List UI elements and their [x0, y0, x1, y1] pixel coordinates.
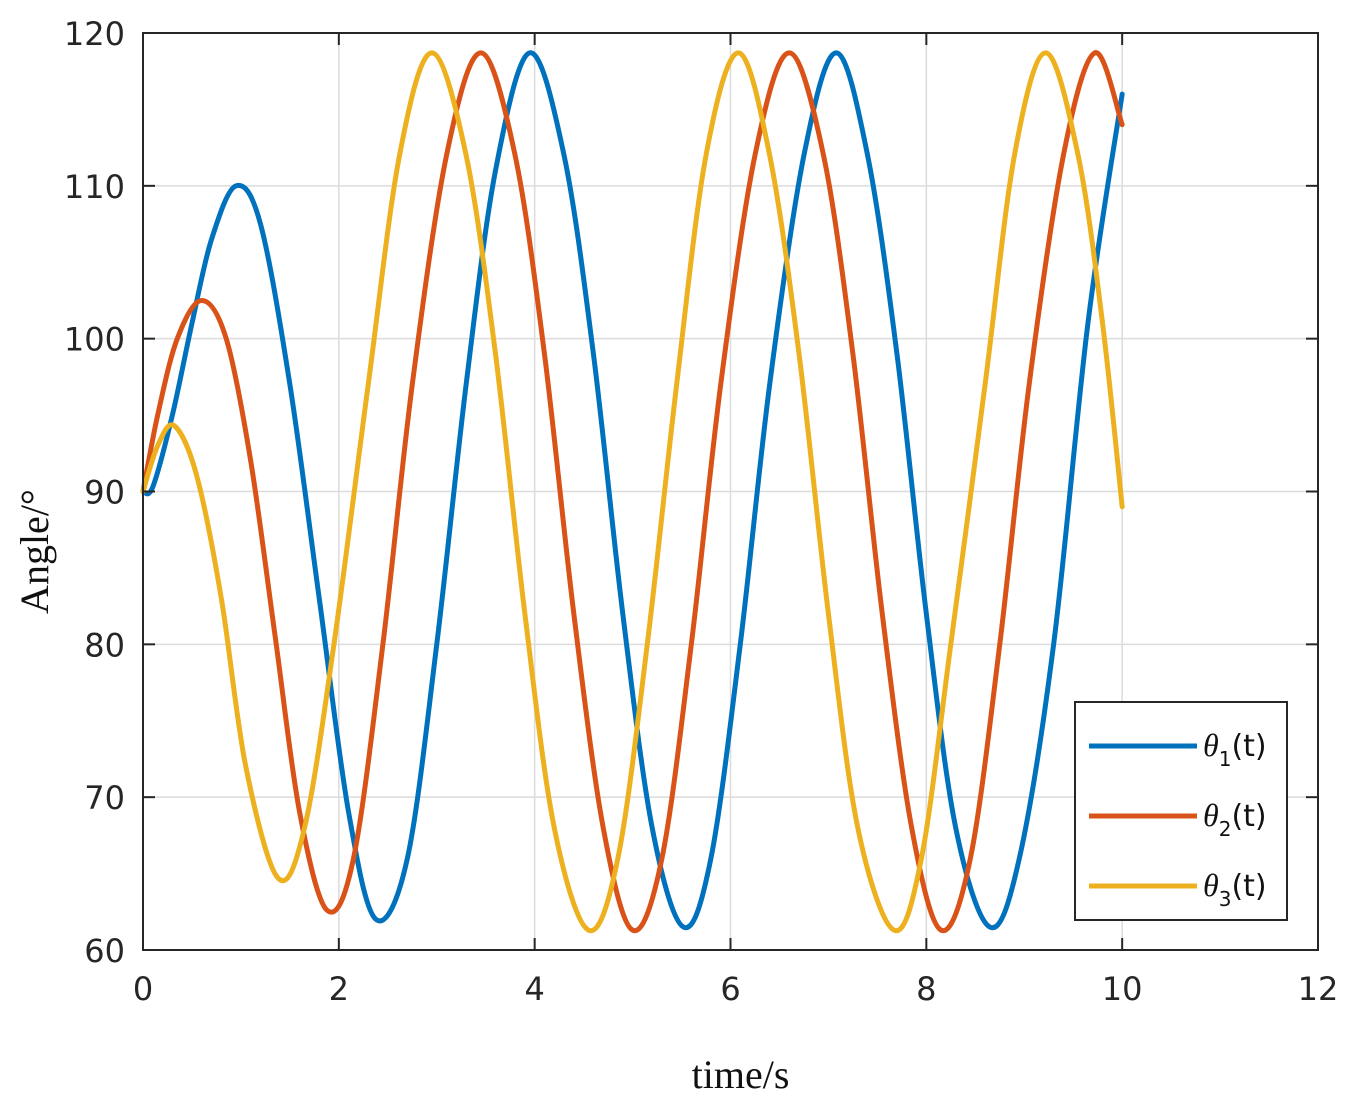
y-tick-label: 90 — [84, 474, 125, 512]
x-axis-label: time/s — [692, 1052, 790, 1097]
y-tick-label: 110 — [64, 168, 125, 206]
x-tick-label: 8 — [916, 970, 936, 1008]
y-tick-label: 60 — [84, 932, 125, 970]
legend: θ1(t) θ2(t) θ3(t) — [1074, 701, 1288, 921]
series-line-3 — [140, 50, 1125, 934]
y-tick-label: 100 — [64, 321, 125, 359]
legend-label-1: θ1(t) — [1203, 727, 1267, 771]
series-lines — [140, 50, 1125, 934]
legend-label-3: θ3(t) — [1203, 867, 1267, 911]
x-tick-label: 2 — [329, 970, 349, 1008]
y-tick-label: 70 — [84, 779, 125, 817]
axes-frame — [142, 32, 1319, 951]
tick-labels: 0 2 4 6 8 10 12 60 70 80 90 100 110 120 — [64, 15, 1338, 1008]
y-tick-label: 120 — [64, 15, 125, 53]
series-line-2 — [140, 50, 1125, 934]
x-tick-label: 4 — [524, 970, 544, 1008]
x-tick-label: 10 — [1102, 970, 1143, 1008]
x-tick-label: 6 — [720, 970, 740, 1008]
y-axis-label: Angle/° — [12, 489, 57, 614]
x-tick-label: 0 — [133, 970, 153, 1008]
series-line-1 — [140, 50, 1125, 931]
legend-label-2: θ2(t) — [1203, 797, 1267, 841]
y-tick-label: 80 — [84, 626, 125, 664]
x-tick-label: 12 — [1298, 970, 1339, 1008]
